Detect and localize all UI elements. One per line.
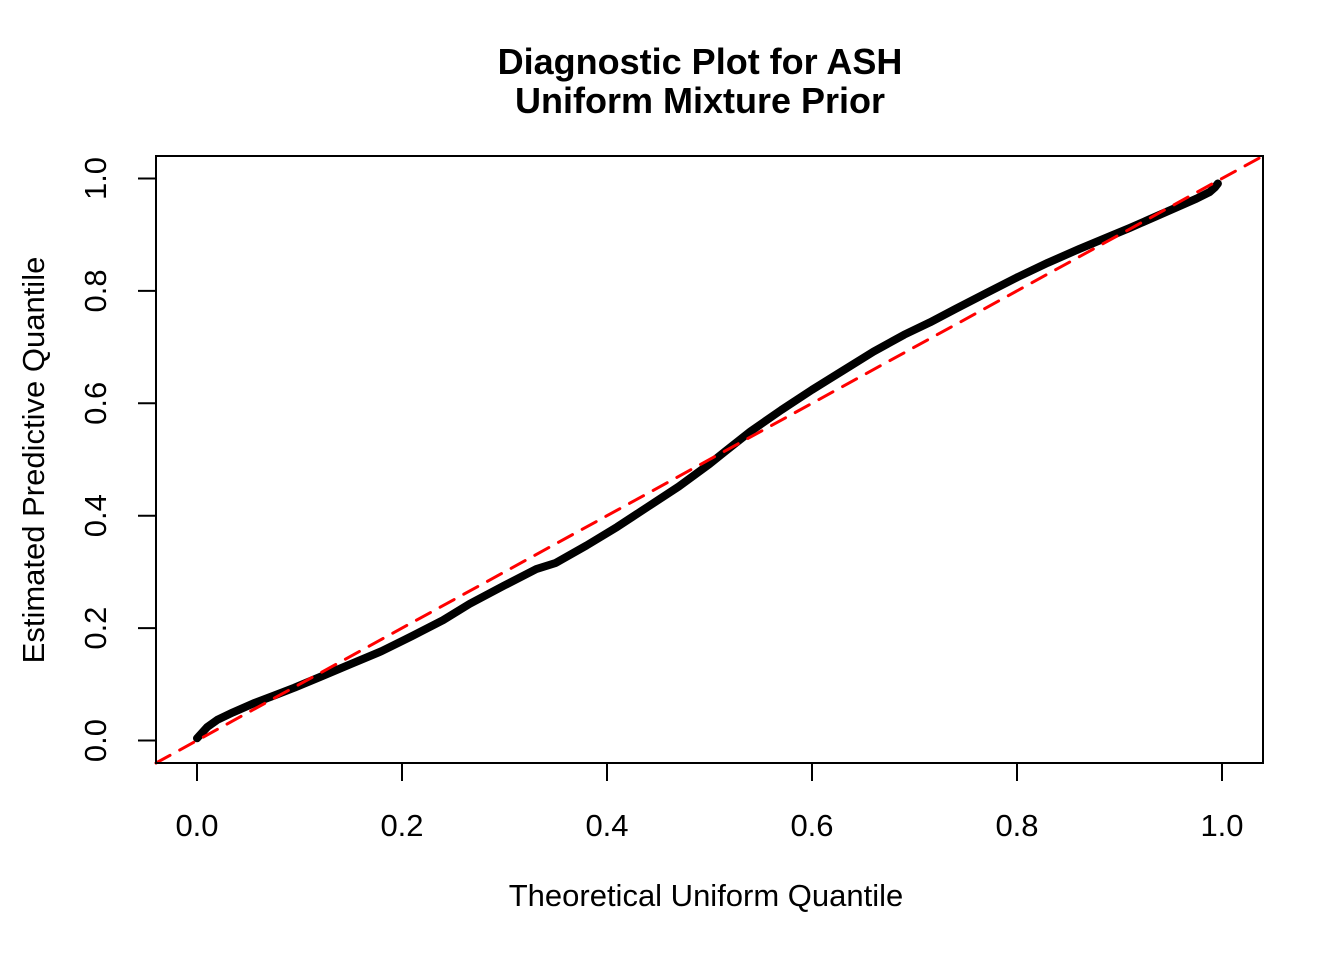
y-axis-tick-label: 0.2	[78, 607, 113, 650]
x-axis-tick-label: 0.0	[175, 808, 218, 843]
y-axis-tick-label: 1.0	[78, 157, 113, 200]
plot-box-border	[155, 155, 1264, 764]
plot-title-line-2: Uniform Mixture Prior	[515, 80, 885, 121]
x-axis-tick-label: 0.2	[380, 808, 423, 843]
x-axis-title: Theoretical Uniform Quantile	[509, 878, 904, 913]
y-axis-tick-label: 0.6	[78, 382, 113, 425]
y-axis-title: Estimated Predictive Quantile	[16, 257, 51, 664]
x-axis-tick-label: 0.4	[585, 808, 628, 843]
x-axis-tick-label: 1.0	[1200, 808, 1243, 843]
identity-line-y-equals-x	[154, 154, 1265, 765]
y-axis-tick-label: 0.0	[78, 719, 113, 762]
y-axis-tick-label: 0.4	[78, 494, 113, 537]
x-axis-tick-label: 0.6	[790, 808, 833, 843]
estimated-vs-theoretical-quantiles	[193, 179, 1222, 743]
axes-layer: 0.0 0.2 0.4 0.6 0.8 1.0 0.0 0.2 0.4 0.6 0.8 1.0	[78, 157, 1244, 843]
plot-title-line-1: Diagnostic Plot for ASH	[498, 41, 903, 82]
x-axis-tick-label: 0.8	[995, 808, 1038, 843]
series-layer	[154, 154, 1265, 765]
y-axis-tick-label: 0.8	[78, 269, 113, 312]
